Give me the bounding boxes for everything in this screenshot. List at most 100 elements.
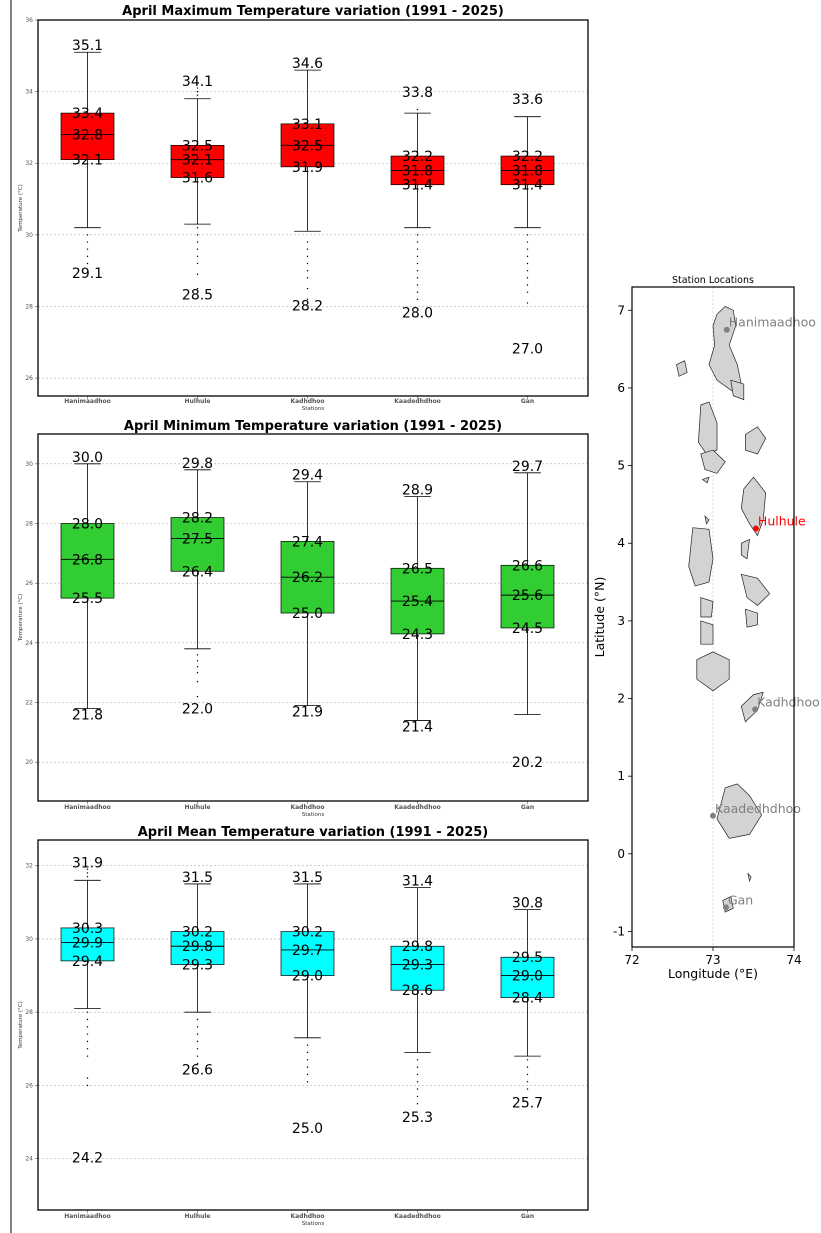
outlier-point	[416, 277, 419, 279]
atoll-shape	[704, 515, 710, 525]
station-marker-hanimaadhoo	[723, 326, 730, 333]
q1-label: 29.4	[72, 954, 103, 970]
outlier-point	[526, 1066, 529, 1068]
y-tick-label: 20	[25, 759, 33, 766]
outlier-point	[416, 234, 419, 236]
x-tick-label: Kaadedhdhoo	[394, 804, 441, 811]
outlier-point	[86, 1018, 89, 1021]
outlier-point	[86, 1033, 89, 1035]
outlier-point	[416, 262, 419, 265]
median-label: 31.8	[512, 163, 543, 179]
max-label: 31.9	[72, 855, 103, 871]
box-gan: 33.6 32.231.831.4 27.0	[500, 92, 555, 357]
outlier-point	[196, 1048, 199, 1050]
outlier-point	[86, 1084, 89, 1087]
q3-label: 30.3	[72, 921, 103, 937]
atoll-shape	[688, 527, 714, 587]
outlier-point	[86, 234, 89, 236]
min-label: 28.2	[292, 298, 323, 314]
q1-label: 31.6	[182, 171, 213, 187]
q3-label: 32.2	[512, 149, 543, 165]
q1-label: 28.6	[402, 983, 433, 999]
box-hulhule: 31.5 30.229.8 29.3 26.6	[170, 870, 225, 1078]
y-axis-label: Temperature (°C)	[18, 1001, 24, 1049]
median-label: 29.9	[72, 936, 103, 952]
outlier-point	[416, 241, 419, 243]
box-hanimaadhoo: 31.9 30.329.9 29.4 24.2	[60, 855, 115, 1166]
y-axis-label: Temperature (°C)	[18, 594, 24, 642]
x-tick-label: Kaadedhdhoo	[394, 1213, 441, 1220]
box-kadhdhoo: 29.4 27.4 26.2 25.0 21.9	[280, 468, 335, 721]
outlier-point	[416, 1073, 419, 1076]
min-label: 24.2	[72, 1150, 103, 1166]
atoll-shape	[740, 476, 767, 537]
atoll-shape	[747, 872, 752, 883]
median-label: 26.2	[292, 570, 323, 586]
chart-title: April Minimum Temperature variation (199…	[124, 419, 502, 434]
x-tick-label: Hanimaadhoo	[64, 804, 111, 811]
iqr-box	[500, 564, 555, 629]
outlier-point	[416, 291, 419, 293]
box-kaadedhdhoo: 33.8 32.231.831.4 28.0	[390, 85, 445, 321]
map-title: Station Locations	[672, 275, 754, 286]
x-tick-label: Hanimaadhoo	[64, 1213, 111, 1220]
atoll-shape	[698, 401, 718, 455]
box-kaadedhdhoo: 31.4 29.8 29.3 28.6 25.3	[390, 874, 445, 1126]
min-label: 21.4	[402, 719, 433, 735]
lon-tick-label: 74	[786, 953, 801, 967]
iqr-box	[60, 927, 115, 962]
median-label: 31.8	[402, 163, 433, 179]
outlier-point	[416, 269, 419, 272]
q3-label: 28.2	[182, 511, 213, 527]
max-label: 31.5	[292, 870, 323, 886]
iqr-box	[500, 956, 555, 998]
outlier-point	[416, 1088, 419, 1090]
y-tick-label: 32	[25, 863, 33, 870]
y-tick-label: 30	[25, 232, 33, 239]
q1-label: 31.9	[292, 160, 323, 176]
y-tick-label: 30	[25, 461, 33, 468]
x-tick-label: Gan	[521, 398, 534, 405]
outlier-point	[196, 273, 199, 275]
atoll-shape	[740, 573, 771, 606]
q3-label: 27.4	[292, 534, 323, 550]
max-label: 29.4	[292, 468, 323, 484]
lat-tick-label: 6	[617, 381, 625, 395]
map-frame	[631, 286, 795, 948]
q1-label: 25.0	[292, 606, 323, 622]
outlier-point	[416, 1081, 419, 1083]
station-marker-gan	[722, 904, 729, 911]
outlier-point	[196, 680, 199, 683]
q1-label: 29.0	[292, 969, 323, 985]
outlier-point	[196, 87, 199, 89]
x-tick-label: Hulhule	[184, 804, 210, 811]
min-label: 28.5	[182, 288, 213, 304]
axes-frame	[37, 433, 589, 802]
outlier-point	[306, 1066, 309, 1068]
y-tick-label: 22	[25, 700, 33, 707]
y-tick-label: 36	[25, 17, 33, 24]
map-y-label: Latitude (°N)	[592, 577, 607, 658]
lat-tick-label: 7	[617, 303, 625, 317]
outlier-point	[306, 241, 309, 243]
outlier-point	[306, 1081, 309, 1083]
box-gan: 30.8 29.5 29.0 28.4 25.7	[500, 896, 555, 1111]
x-axis-label: Stations	[302, 1221, 325, 1227]
outlier-point	[86, 872, 89, 874]
y-tick-label: 26	[25, 1082, 33, 1089]
atoll-shape	[700, 620, 714, 645]
q1-label: 24.3	[402, 627, 433, 643]
median-label: 25.6	[512, 588, 543, 604]
lat-tick-label: 3	[617, 614, 625, 628]
atoll-shape	[676, 360, 688, 377]
atoll-shape	[700, 597, 714, 618]
atoll-shape	[696, 651, 730, 692]
iqr-box	[280, 931, 335, 976]
max-label: 33.8	[402, 85, 433, 101]
q1-label: 28.4	[512, 991, 543, 1007]
outlier-point	[526, 277, 529, 279]
max-label: 28.9	[402, 483, 433, 499]
outlier-point	[306, 277, 309, 279]
